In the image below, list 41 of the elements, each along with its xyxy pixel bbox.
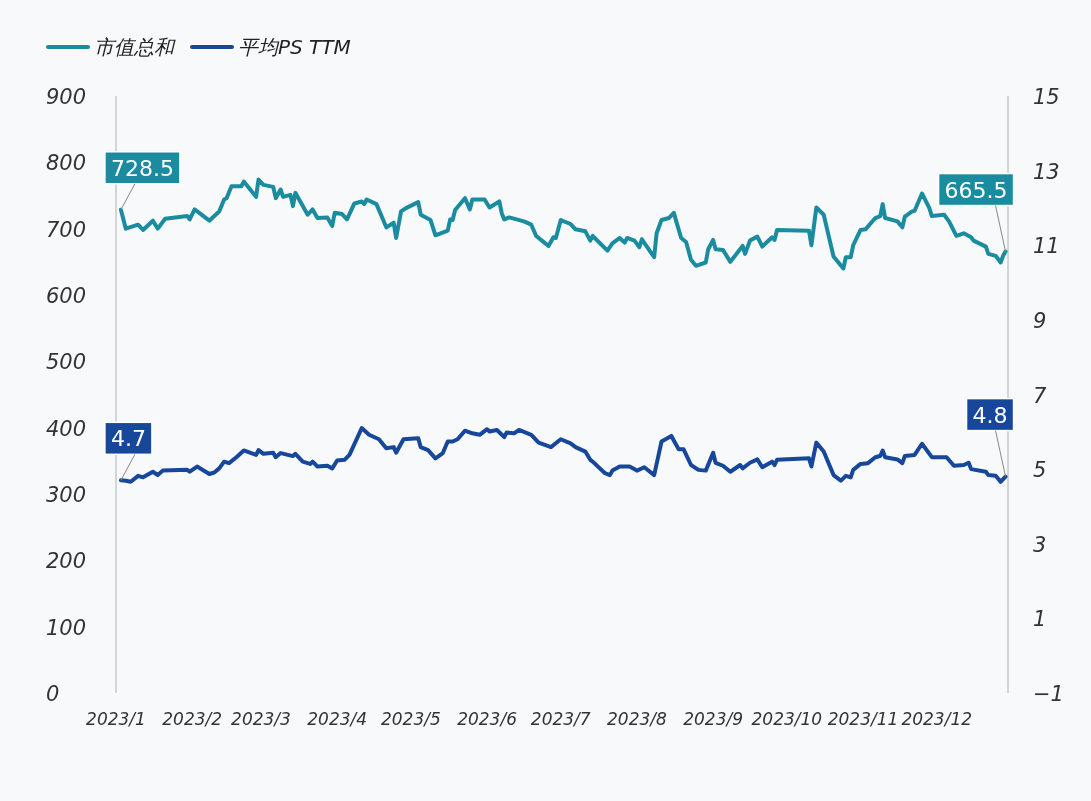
data-label: 728.5 [104,151,181,211]
x-tick-label: 2023/3 [231,709,291,729]
y2-tick-label: 15 [1033,85,1060,109]
y2-tick-label: 3 [1033,532,1047,557]
data-label: 4.8 [965,397,1015,478]
y-tick-label: 100 [46,615,87,640]
y-tick-label: 0 [46,682,60,706]
y2-tick-label: 9 [1033,308,1047,333]
x-tick-label: 2023/5 [380,709,441,729]
x-tick-label: 2023/2 [162,709,223,729]
y2-tick-label: 7 [1033,383,1047,408]
y-tick-label: 200 [46,549,87,574]
y2-tick-label: −1 [1033,682,1064,706]
data-label: 4.7 [104,421,153,481]
y-tick-label: 800 [46,151,87,176]
x-tick-label: 2023/8 [607,709,668,729]
data-label: 665.5 [944,177,1008,203]
y-tick-label: 300 [46,483,87,507]
x-tick-label: 2023/12 [901,709,973,729]
legend-label: 市值总和 [94,35,176,59]
x-tick-label: 2023/9 [683,709,744,729]
y-tick-label: 700 [46,217,87,242]
y-tick-label: 400 [46,416,87,441]
x-tick-label: 2023/4 [307,709,368,729]
legend-label: 平均PS TTM [238,35,351,59]
y-tick-label: 500 [46,350,87,375]
x-tick-label: 2023/6 [457,709,518,729]
x-tick-label: 2023/11 [827,709,899,729]
y2-tick-label: 5 [1033,458,1047,483]
data-label: 4.8 [972,402,1008,428]
data-label: 665.5 [937,172,1015,253]
y-tick-label: 900 [46,85,87,109]
x-tick-label: 2023/1 [86,709,146,729]
data-label: 4.7 [110,426,146,452]
y2-tick-label: 1 [1033,607,1047,632]
x-tick-label: 2023/7 [530,709,591,729]
y2-tick-label: 13 [1033,159,1060,184]
x-tick-label: 2023/10 [751,709,823,729]
y2-tick-label: 11 [1033,234,1060,259]
y-tick-label: 600 [46,284,87,308]
data-label: 728.5 [110,155,174,181]
